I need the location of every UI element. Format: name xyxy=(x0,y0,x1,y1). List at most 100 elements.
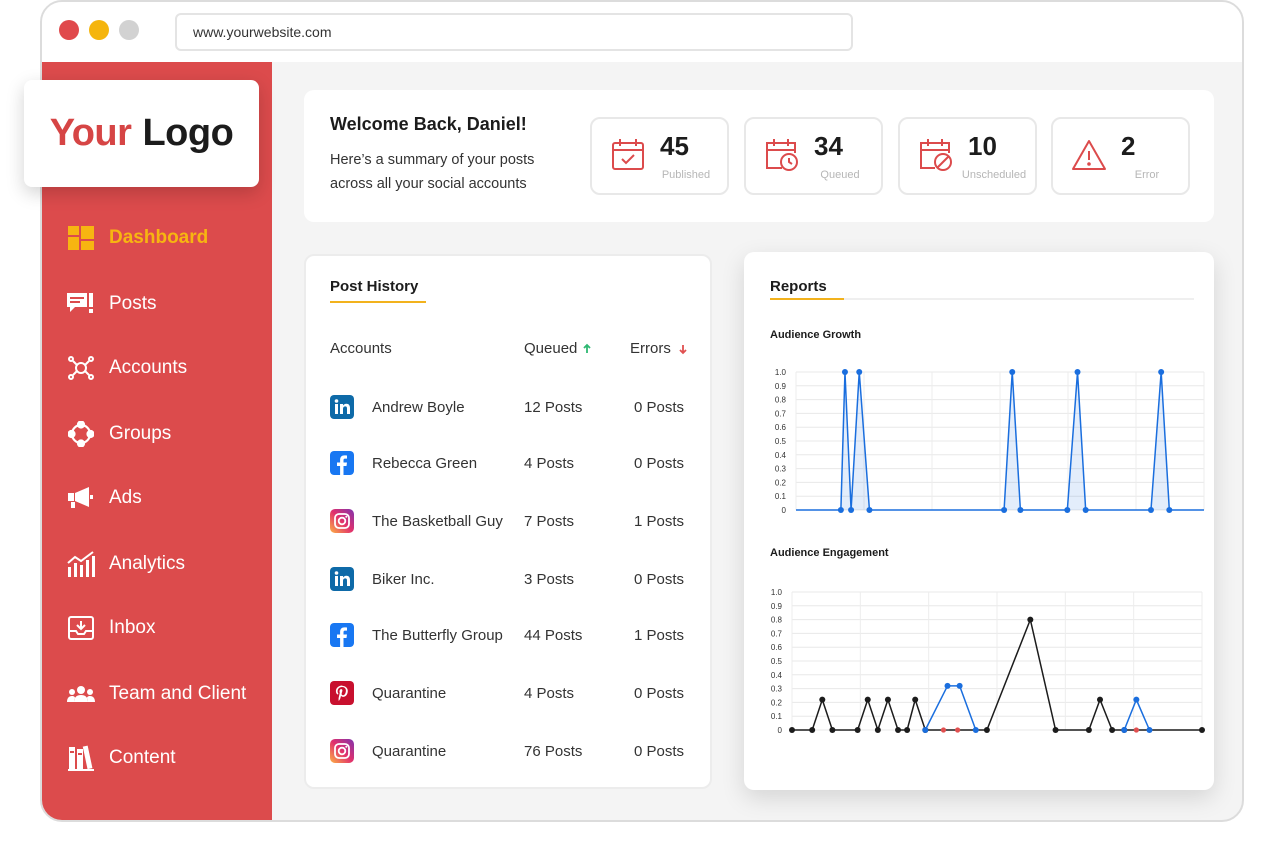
address-bar[interactable]: www.yourwebsite.com xyxy=(175,13,853,51)
sort-down-arrow-icon xyxy=(679,344,687,354)
data-point xyxy=(1001,507,1008,513)
account-errors: 0 Posts xyxy=(634,399,685,416)
reports-divider xyxy=(770,298,1194,300)
y-tick-label: 0.6 xyxy=(775,423,787,432)
y-tick-label: 0.9 xyxy=(771,602,783,611)
data-point xyxy=(884,696,891,703)
account-errors: 0 Posts xyxy=(634,455,685,472)
sidebar-item-team-and-client[interactable]: Team and Client xyxy=(66,676,266,712)
data-point xyxy=(1074,369,1081,375)
y-tick-label: 0.8 xyxy=(775,396,787,405)
instagram-icon xyxy=(330,509,354,533)
sidebar-item-ads[interactable]: Ads xyxy=(66,480,266,516)
y-tick-label: 0.4 xyxy=(775,451,787,460)
y-tick-label: 0.3 xyxy=(775,465,787,474)
y-tick-label: 0.7 xyxy=(775,409,787,418)
table-row[interactable]: Biker Inc. 3 Posts 0 Posts xyxy=(306,565,710,595)
data-point xyxy=(944,682,951,689)
data-point xyxy=(1097,696,1104,703)
logo-text-logo: Logo xyxy=(142,112,234,154)
stat-queued[interactable]: 34 Queued xyxy=(744,117,883,195)
sidebar: Dashboard Posts Accounts Groups Ads xyxy=(42,62,272,820)
sidebar-item-label: Analytics xyxy=(109,553,186,574)
post-history-card: Post History Accounts Queued Errors Andr… xyxy=(304,254,712,789)
table-row[interactable]: The Basketball Guy 7 Posts 1 Posts xyxy=(306,507,710,537)
pinterest-icon xyxy=(330,681,354,705)
sidebar-item-content[interactable]: Content xyxy=(66,740,266,776)
logo-text-your: Your xyxy=(49,112,132,154)
y-tick-label: 0.1 xyxy=(775,492,787,501)
team-icon xyxy=(66,680,96,708)
data-point xyxy=(1146,727,1153,733)
data-point xyxy=(1166,507,1173,513)
audience-engagement-chart: 1.0 0.9 0.8 0.7 0.6 0.5 0.4 0.3 0.2 0.1 0 xyxy=(771,588,1205,735)
post-history-title: Post History xyxy=(330,278,419,295)
account-name: The Basketball Guy xyxy=(372,513,503,530)
sidebar-item-posts[interactable]: Posts xyxy=(66,286,266,322)
data-point xyxy=(1017,507,1024,513)
data-point xyxy=(956,682,963,689)
data-point xyxy=(841,369,848,375)
account-name: Rebecca Green xyxy=(372,455,478,472)
sidebar-item-label: Posts xyxy=(109,293,157,314)
table-row[interactable]: Rebecca Green 4 Posts 0 Posts xyxy=(306,449,710,479)
sidebar-item-label: Team and Client xyxy=(109,683,247,704)
account-queued: 76 Posts xyxy=(524,743,583,760)
facebook-icon xyxy=(330,623,354,647)
stat-value: 2 xyxy=(1121,131,1136,161)
series-area xyxy=(796,372,1204,510)
data-point-marker xyxy=(940,727,947,733)
sidebar-item-label: Accounts xyxy=(109,357,188,378)
stat-error[interactable]: 2 Error xyxy=(1051,117,1190,195)
table-row[interactable]: Quarantine 76 Posts 0 Posts xyxy=(306,737,710,767)
account-name: The Butterfly Group xyxy=(372,627,503,644)
y-tick-label: 0 xyxy=(778,726,783,735)
data-point xyxy=(1199,727,1205,733)
linkedin-icon xyxy=(330,395,354,419)
y-tick-label: 1.0 xyxy=(771,588,783,597)
account-queued: 12 Posts xyxy=(524,399,583,416)
column-header-accounts[interactable]: Accounts xyxy=(330,340,392,357)
y-tick-label: 0.2 xyxy=(771,698,783,707)
column-header-queued[interactable]: Queued xyxy=(524,340,593,357)
sidebar-item-groups[interactable]: Groups xyxy=(66,416,266,452)
account-queued: 3 Posts xyxy=(524,571,575,588)
stat-unscheduled[interactable]: 10 Unscheduled xyxy=(898,117,1037,195)
stat-label: Published xyxy=(661,169,711,181)
column-header-errors[interactable]: Errors xyxy=(630,340,689,357)
logo[interactable]: Your Logo xyxy=(24,80,259,187)
maximize-window-button[interactable] xyxy=(119,20,139,40)
table-row[interactable]: Quarantine 4 Posts 0 Posts xyxy=(306,679,710,709)
sidebar-item-accounts[interactable]: Accounts xyxy=(66,350,266,386)
inbox-icon xyxy=(66,614,96,642)
stat-published[interactable]: 45 Published xyxy=(590,117,729,195)
table-row[interactable]: The Butterfly Group 44 Posts 1 Posts xyxy=(306,621,710,651)
y-tick-label: 0.9 xyxy=(775,382,787,391)
warning-icon xyxy=(1072,140,1106,170)
sidebar-item-label: Groups xyxy=(109,423,172,444)
account-name: Quarantine xyxy=(372,743,447,760)
account-errors: 1 Posts xyxy=(634,627,685,644)
y-tick-label: 0.3 xyxy=(771,685,783,694)
data-point xyxy=(1082,507,1089,513)
calendar-check-icon xyxy=(612,139,644,170)
sidebar-item-dashboard[interactable]: Dashboard xyxy=(66,220,266,256)
y-tick-label: 0.5 xyxy=(771,657,783,666)
account-queued: 44 Posts xyxy=(524,627,583,644)
y-tick-label: 0 xyxy=(782,506,787,515)
sidebar-item-inbox[interactable]: Inbox xyxy=(66,610,266,646)
analytics-icon xyxy=(66,550,96,578)
column-header-errors-label: Errors xyxy=(630,340,671,357)
data-point xyxy=(837,507,844,513)
series-line xyxy=(796,371,1204,511)
sidebar-item-label: Dashboard xyxy=(109,227,209,248)
close-window-button[interactable] xyxy=(59,20,79,40)
data-point xyxy=(874,727,881,733)
stat-label: Error xyxy=(1134,169,1160,181)
y-tick-label: 0.4 xyxy=(771,671,783,680)
data-point xyxy=(972,727,979,733)
sidebar-item-analytics[interactable]: Analytics xyxy=(66,546,266,582)
minimize-window-button[interactable] xyxy=(89,20,109,40)
data-point xyxy=(1027,616,1034,623)
table-row[interactable]: Andrew Boyle 12 Posts 0 Posts xyxy=(306,393,710,423)
